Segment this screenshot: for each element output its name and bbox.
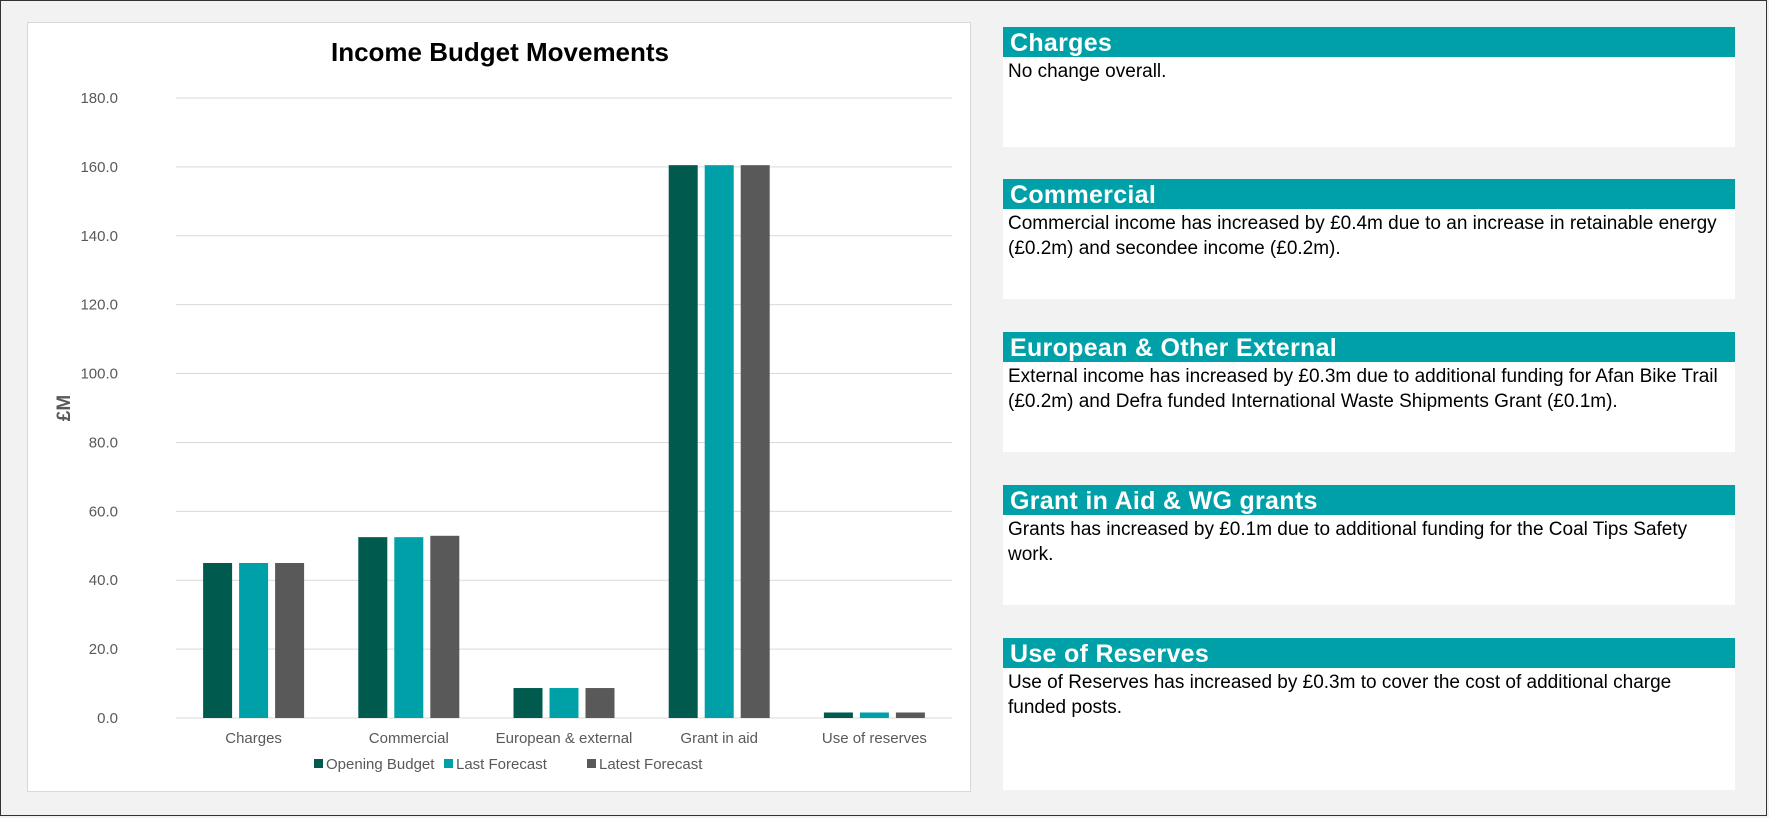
y-tick-label: 40.0 xyxy=(89,572,118,589)
bar xyxy=(513,688,543,718)
note-text: External income has increased by £0.3m d… xyxy=(1008,366,1718,412)
chart-title: Income Budget Movements xyxy=(330,37,670,67)
x-tick-label: Use of reserves xyxy=(822,730,927,747)
x-tick-label: Charges xyxy=(225,730,282,747)
chart-panel: Income Budget Movements 0.0 20.0 40.0 60.0 8… xyxy=(27,22,971,792)
x-tick-label: Commercial xyxy=(369,730,449,747)
legend-swatch xyxy=(444,759,453,768)
y-tick-label: 180.0 xyxy=(80,90,118,107)
bar xyxy=(668,165,698,718)
note-text: Use of Reserves has increased by £0.3m t… xyxy=(1008,672,1672,718)
bar xyxy=(823,712,853,718)
y-tick-label: 80.0 xyxy=(89,434,118,451)
note-commercial: Commercial Commercial income has increas… xyxy=(1003,179,1735,299)
legend-swatch xyxy=(587,759,596,768)
y-tick-label: 100.0 xyxy=(80,366,118,383)
note-text: No change overall. xyxy=(1008,61,1167,82)
note-charges: Charges No change overall. xyxy=(1003,27,1735,147)
y-tick-label: 0.0 xyxy=(97,710,118,727)
bar xyxy=(549,688,579,718)
y-tick-label: 20.0 xyxy=(89,641,118,658)
legend-label: Last Forecast xyxy=(456,756,548,773)
note-heading: Commercial xyxy=(1003,179,1735,209)
y-tick-label: 140.0 xyxy=(80,228,118,245)
y-axis-title: £M xyxy=(54,395,75,421)
note-heading: European & Other External xyxy=(1003,332,1735,362)
legend-swatch xyxy=(314,759,323,768)
note-text: Commercial income has increased by £0.4m… xyxy=(1008,213,1717,259)
y-tick-label: 120.0 xyxy=(80,297,118,314)
bar xyxy=(203,563,233,718)
bar xyxy=(740,165,770,718)
y-tick-label: 160.0 xyxy=(80,159,118,176)
x-tick-label: European & external xyxy=(496,730,633,747)
note-heading: Use of Reserves xyxy=(1003,638,1735,668)
bar xyxy=(275,563,305,718)
bar-chart: 0.0 20.0 40.0 60.0 80.0 100.0 120.0 140.0 160.0 1… xyxy=(54,90,952,773)
note-text: Grants has increased by £0.1m due to add… xyxy=(1008,519,1688,565)
bar xyxy=(895,712,925,718)
legend-label: Opening Budget xyxy=(326,756,435,773)
bar xyxy=(585,688,615,718)
note-heading: Charges xyxy=(1003,27,1735,57)
note-heading: Grant in Aid & WG grants xyxy=(1003,485,1735,515)
bar xyxy=(859,712,889,718)
bar xyxy=(394,537,424,718)
bar xyxy=(704,165,734,718)
legend-label: Latest Forecast xyxy=(599,756,703,773)
note-grant-in-aid: Grant in Aid & WG grants Grants has incr… xyxy=(1003,485,1735,605)
bar xyxy=(358,537,388,718)
bar xyxy=(239,563,269,718)
note-use-of-reserves: Use of Reserves Use of Reserves has incr… xyxy=(1003,638,1735,790)
x-tick-label: Grant in aid xyxy=(680,730,758,747)
bar xyxy=(430,535,460,718)
y-tick-label: 60.0 xyxy=(89,503,118,520)
note-european-external: European & Other External External incom… xyxy=(1003,332,1735,452)
